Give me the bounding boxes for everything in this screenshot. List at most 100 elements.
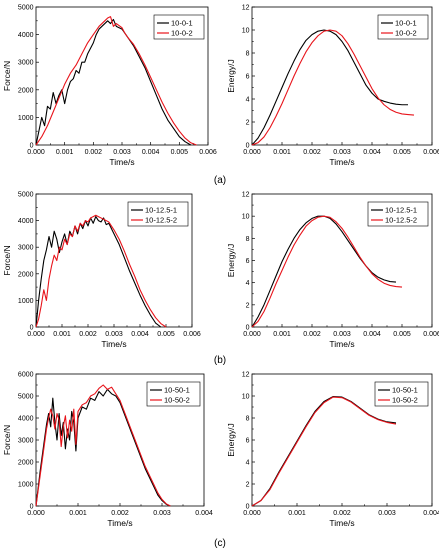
y-tick-label: 6000	[18, 372, 34, 379]
series-line-10-0-1	[35, 18, 192, 146]
legend-box	[377, 14, 429, 40]
y-tick-label: 10	[242, 28, 250, 35]
legend-label: 10-0-2	[171, 29, 193, 38]
x-tick-label: 0.000	[27, 149, 45, 156]
x-axis-title: Time/s	[107, 518, 132, 528]
x-tick-label: 0.004	[423, 510, 439, 517]
series-line-10-12.5-2	[251, 215, 403, 328]
x-axis-title: Time/s	[101, 339, 126, 349]
y-tick-label: 8	[246, 51, 250, 58]
y-tick-label: 3000	[18, 438, 34, 445]
x-axis-title: Time/s	[329, 339, 354, 349]
y-tick-label: 5000	[18, 192, 34, 199]
x-tick-label: 0.004	[195, 510, 213, 517]
x-tick-label: 0.003	[333, 331, 351, 338]
legend-box	[374, 381, 429, 407]
x-tick-label: 0.004	[363, 331, 381, 338]
legend-box	[153, 14, 205, 40]
y-tick-label: 4	[246, 97, 250, 104]
y-tick-label: 4000	[18, 32, 34, 39]
y-tick-label: 12	[242, 5, 250, 12]
x-tick-label: 0.005	[393, 331, 411, 338]
series-line-10-50-1	[35, 388, 171, 507]
chart-1: 0.000 0.001 0.002 0.003 0.004 0.005 0.006 0 1000…	[2, 5, 217, 168]
y-tick-label: 2	[246, 120, 250, 127]
legend-box	[367, 201, 429, 227]
x-tick-label: 0.003	[333, 149, 351, 156]
x-tick-label: 0.005	[171, 149, 189, 156]
x-tick-label: 0.000	[243, 149, 261, 156]
y-tick-label: 6	[246, 74, 250, 81]
y-tick-label: 0	[246, 143, 250, 150]
x-axis-title: Time/s	[109, 157, 134, 167]
x-tick-label: 0.005	[393, 149, 411, 156]
y-axis-title: Energy/J	[226, 423, 236, 457]
legend: 10-12.5-110-12.5-2	[367, 201, 429, 227]
series-line-10-0-1	[251, 29, 408, 146]
x-tick-label: 0.000	[27, 510, 45, 517]
y-axis-title: Force/N	[2, 245, 12, 275]
legend-label: 10-12.5-1	[385, 206, 417, 215]
y-tick-label: 2000	[18, 271, 34, 278]
legend-label: 10-50-2	[392, 396, 418, 405]
x-tick-label: 0.001	[53, 331, 71, 338]
legend: 10-50-110-50-2	[146, 381, 201, 407]
legend-label: 10-50-2	[164, 396, 190, 405]
legend-box	[127, 201, 189, 227]
x-tick-label: 0.001	[56, 149, 74, 156]
series-line-10-12.5-1	[35, 216, 162, 328]
y-tick-label: 0	[30, 143, 34, 150]
y-tick-label: 8	[246, 236, 250, 243]
series-line-10-50-1	[251, 396, 397, 507]
x-tick-label: 0.002	[303, 149, 321, 156]
caption-b: (b)	[214, 355, 226, 366]
y-tick-label: 10	[242, 214, 250, 221]
series-line-10-50-2	[251, 396, 397, 507]
y-tick-label: 6	[246, 438, 250, 445]
legend-label: 10-12.5-2	[385, 216, 417, 225]
y-tick-label: 1000	[18, 298, 34, 305]
x-tick-label: 0.003	[378, 510, 396, 517]
legend-label: 10-50-1	[392, 386, 418, 395]
legend: 10-0-110-0-2	[153, 14, 205, 40]
y-tick-label: 2	[246, 302, 250, 309]
y-tick-label: 5000	[18, 394, 34, 401]
chart-3: 0.000 0.001 0.002 0.003 0.004 0.005 0.006 0 1000…	[2, 192, 201, 350]
x-tick-label: 0.002	[85, 149, 103, 156]
x-tick-label: 0.004	[142, 149, 160, 156]
legend-box	[146, 381, 201, 407]
x-tick-label: 0.001	[273, 331, 291, 338]
y-tick-label: 0	[246, 504, 250, 511]
x-tick-label: 0.006	[423, 331, 439, 338]
y-tick-label: 6	[246, 258, 250, 265]
x-tick-label: 0.005	[157, 331, 175, 338]
y-tick-label: 12	[242, 372, 250, 379]
x-tick-label: 0.006	[423, 149, 439, 156]
x-tick-label: 0.001	[273, 149, 291, 156]
x-tick-label: 0.000	[243, 331, 261, 338]
y-tick-label: 2000	[18, 460, 34, 467]
x-tick-label: 0.003	[105, 331, 123, 338]
y-axis-title: Force/N	[2, 61, 12, 91]
caption-c: (c)	[214, 538, 226, 549]
y-tick-label: 3000	[18, 245, 34, 252]
x-tick-label: 0.000	[27, 331, 45, 338]
legend-label: 10-50-1	[164, 386, 190, 395]
x-tick-label: 0.002	[333, 510, 351, 517]
y-tick-label: 0	[30, 504, 34, 511]
y-tick-label: 8	[246, 416, 250, 423]
series-line-10-0-2	[35, 16, 197, 146]
x-tick-label: 0.003	[153, 510, 171, 517]
y-tick-label: 0	[246, 325, 250, 332]
y-tick-label: 12	[242, 192, 250, 199]
legend-label: 10-12.5-1	[145, 206, 177, 215]
chart-6: 0.000 0.001 0.002 0.003 0.004 0 2 4 6 8 10 12 Time/s…	[226, 372, 439, 529]
series-line-10-0-2	[251, 29, 415, 146]
y-tick-label: 4	[246, 460, 250, 467]
y-tick-label: 10	[242, 394, 250, 401]
legend-label: 10-12.5-2	[145, 216, 177, 225]
y-tick-label: 0	[30, 325, 34, 332]
x-axis-title: Time/s	[329, 157, 354, 167]
y-tick-label: 1000	[18, 115, 34, 122]
